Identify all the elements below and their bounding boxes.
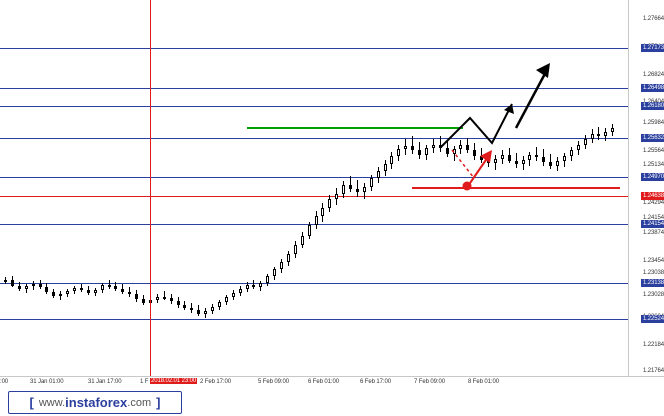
time-tick: 8 Feb 01:00 bbox=[468, 379, 499, 385]
level-line bbox=[0, 48, 628, 49]
level-line bbox=[0, 283, 628, 284]
forecast-arrow-up-shaft bbox=[514, 67, 550, 129]
time-tick: 1 F bbox=[140, 379, 149, 385]
price-level-label: 1.24638 bbox=[641, 192, 664, 200]
level-line bbox=[0, 88, 628, 89]
price-level-label: 1.26498 bbox=[641, 84, 664, 92]
time-tick: 6 Feb 01:00 bbox=[308, 379, 339, 385]
price-level-label: 1.23138 bbox=[641, 279, 664, 287]
price-tick: 1.26824 bbox=[643, 72, 664, 78]
price-level-label: 1.27173 bbox=[641, 44, 664, 52]
time-tick: 5 Feb 09:00 bbox=[258, 379, 289, 385]
price-tick: 1.25564 bbox=[643, 148, 664, 154]
price-tick: 1.23874 bbox=[643, 230, 664, 236]
price-tick: 1.24154 bbox=[643, 215, 664, 221]
time-tick: 31 Jan 01:00 bbox=[30, 379, 64, 385]
time-axis[interactable]: :00 31 Jan 01:00 31 Jan 17:00 1 F 2018.02.01… bbox=[0, 376, 664, 389]
level-line bbox=[0, 319, 628, 320]
crosshair-vertical-line bbox=[150, 0, 151, 376]
forecast-zigzag-arrowhead bbox=[504, 104, 514, 114]
logo-name: instaforex bbox=[65, 395, 128, 410]
level-line bbox=[0, 106, 628, 107]
level-line bbox=[0, 224, 628, 225]
price-level-label: 1.25632 bbox=[641, 134, 664, 142]
entry-dot bbox=[462, 181, 472, 191]
logo-bracket-left: [ bbox=[29, 395, 34, 410]
price-level-label: 1.22524 bbox=[641, 315, 664, 323]
time-tick: 2 Feb 17:00 bbox=[200, 379, 231, 385]
price-tick: 1.21764 bbox=[643, 368, 664, 374]
logo-www: www. bbox=[38, 396, 66, 409]
price-tick: 1.22184 bbox=[643, 342, 664, 348]
time-tick: 7 Feb 09:00 bbox=[414, 379, 445, 385]
price-tick: 1.27664 bbox=[643, 16, 664, 22]
price-axis[interactable]: 1.276641.272441.268241.264041.259841.255… bbox=[628, 0, 664, 376]
forecast-drawings bbox=[247, 63, 620, 191]
price-tick: 1.25984 bbox=[643, 120, 664, 126]
logo-bracket-right: ] bbox=[156, 395, 161, 410]
price-tick: 1.24294 bbox=[643, 200, 664, 206]
time-tick: 6 Feb 17:00 bbox=[360, 379, 391, 385]
level-line bbox=[0, 177, 628, 178]
time-tick: 2018.02.01 23:00 bbox=[150, 378, 198, 384]
price-chart-plot-area[interactable] bbox=[0, 0, 628, 376]
footer-bar: [ www. instaforex .com ] bbox=[0, 389, 664, 416]
time-tick: :00 bbox=[0, 379, 9, 385]
forecast-dashed-leg bbox=[451, 149, 475, 179]
price-tick: 1.23454 bbox=[643, 258, 664, 264]
level-line bbox=[0, 196, 628, 197]
forecast-zigzag bbox=[439, 103, 513, 149]
price-level-label: 1.24154 bbox=[641, 220, 664, 228]
price-tick: 1.25134 bbox=[643, 162, 664, 168]
forecast-arrow-up-head bbox=[536, 63, 550, 78]
logo-tld: .com bbox=[127, 396, 152, 409]
price-tick: 1.23038 bbox=[643, 270, 664, 276]
level-line bbox=[0, 138, 628, 139]
entry-arrow-head bbox=[480, 150, 492, 163]
price-tick: 1.23028 bbox=[643, 292, 664, 298]
time-tick: 31 Jan 17:00 bbox=[88, 379, 122, 385]
instaforex-logo[interactable]: [ www. instaforex .com ] bbox=[8, 391, 182, 414]
price-level-label: 1.24970 bbox=[641, 173, 664, 181]
price-level-label: 1.26180 bbox=[641, 102, 664, 110]
